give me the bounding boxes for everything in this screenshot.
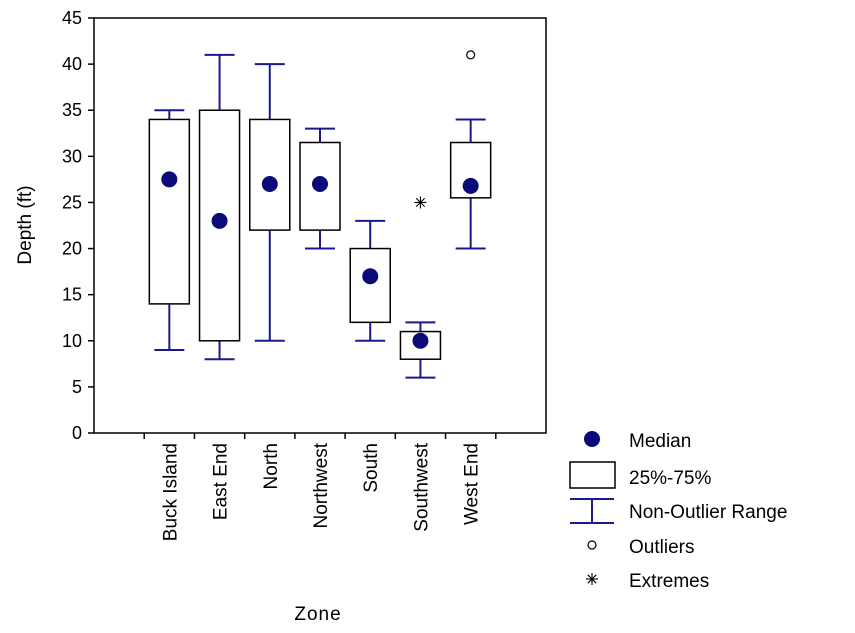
iqr-box <box>148 118 191 305</box>
box-east-end <box>198 53 241 361</box>
legend-box-symbol <box>569 461 616 489</box>
y-axis: 0 5 10 15 20 25 30 35 40 45 <box>62 8 94 443</box>
x-tick-label: East End <box>211 443 232 520</box>
legend-label: Non-Outlier Range <box>629 502 787 523</box>
legend-label: Median <box>629 431 691 452</box>
median-point <box>362 268 379 285</box>
x-tick-label: Buck Island <box>160 443 181 541</box>
legend-item-box: 25%-75% <box>569 461 711 489</box>
legend-item-extreme: Extremes <box>586 571 709 592</box>
median-point <box>211 212 228 229</box>
y-tick-label: 45 <box>62 8 82 28</box>
box-northwest <box>299 127 341 250</box>
median-point <box>261 176 278 192</box>
y-tick-label: 10 <box>62 331 82 351</box>
y-tick-label: 35 <box>62 100 82 120</box>
legend-item-outlier: Outliers <box>587 537 694 558</box>
x-tick-label: Southwest <box>411 442 432 531</box>
legend-item-median: Median <box>584 431 691 452</box>
y-tick-label: 15 <box>62 285 82 305</box>
legend-item-whisker: Non-Outlier Range <box>570 498 787 524</box>
legend-label: Outliers <box>629 537 694 558</box>
iqr-box <box>349 247 391 324</box>
legend-label: Extremes <box>629 571 709 592</box>
legend-extreme-symbol <box>586 573 598 585</box>
x-axis-label: Zone <box>294 604 341 625</box>
extreme-point <box>414 196 427 209</box>
median-point <box>462 177 479 194</box>
box-series <box>148 50 492 379</box>
box-southwest <box>399 196 442 379</box>
box-west-end <box>449 50 492 250</box>
legend: Median 25%-75% Non-Outlier Range Outliers Ex… <box>569 431 787 592</box>
box-south <box>349 219 391 342</box>
plot-frame <box>93 17 547 434</box>
box-north <box>249 63 291 342</box>
y-tick-label: 25 <box>62 192 82 212</box>
y-tick-label: 40 <box>62 54 82 74</box>
median-point <box>312 176 328 192</box>
legend-label: 25%-75% <box>629 468 711 489</box>
x-tick-label: South <box>361 443 382 493</box>
median-point <box>412 332 429 349</box>
legend-median-symbol <box>584 431 600 447</box>
y-axis-label: Depth (ft) <box>15 185 36 264</box>
median-point <box>161 171 178 188</box>
x-axis: Buck Island East End North Northwest South So… <box>143 433 497 541</box>
legend-outlier-symbol <box>587 540 597 550</box>
y-tick-label: 30 <box>62 146 82 166</box>
iqr-box <box>249 118 291 231</box>
x-tick-label: North <box>261 443 282 489</box>
x-tick-label: Northwest <box>311 442 332 528</box>
outlier-point <box>466 50 476 60</box>
y-tick-label: 5 <box>72 377 82 397</box>
x-tick-label: West End <box>462 443 483 525</box>
y-tick-label: 0 <box>72 423 82 443</box>
y-tick-label: 20 <box>62 239 82 259</box>
box-buck-island <box>148 109 191 351</box>
